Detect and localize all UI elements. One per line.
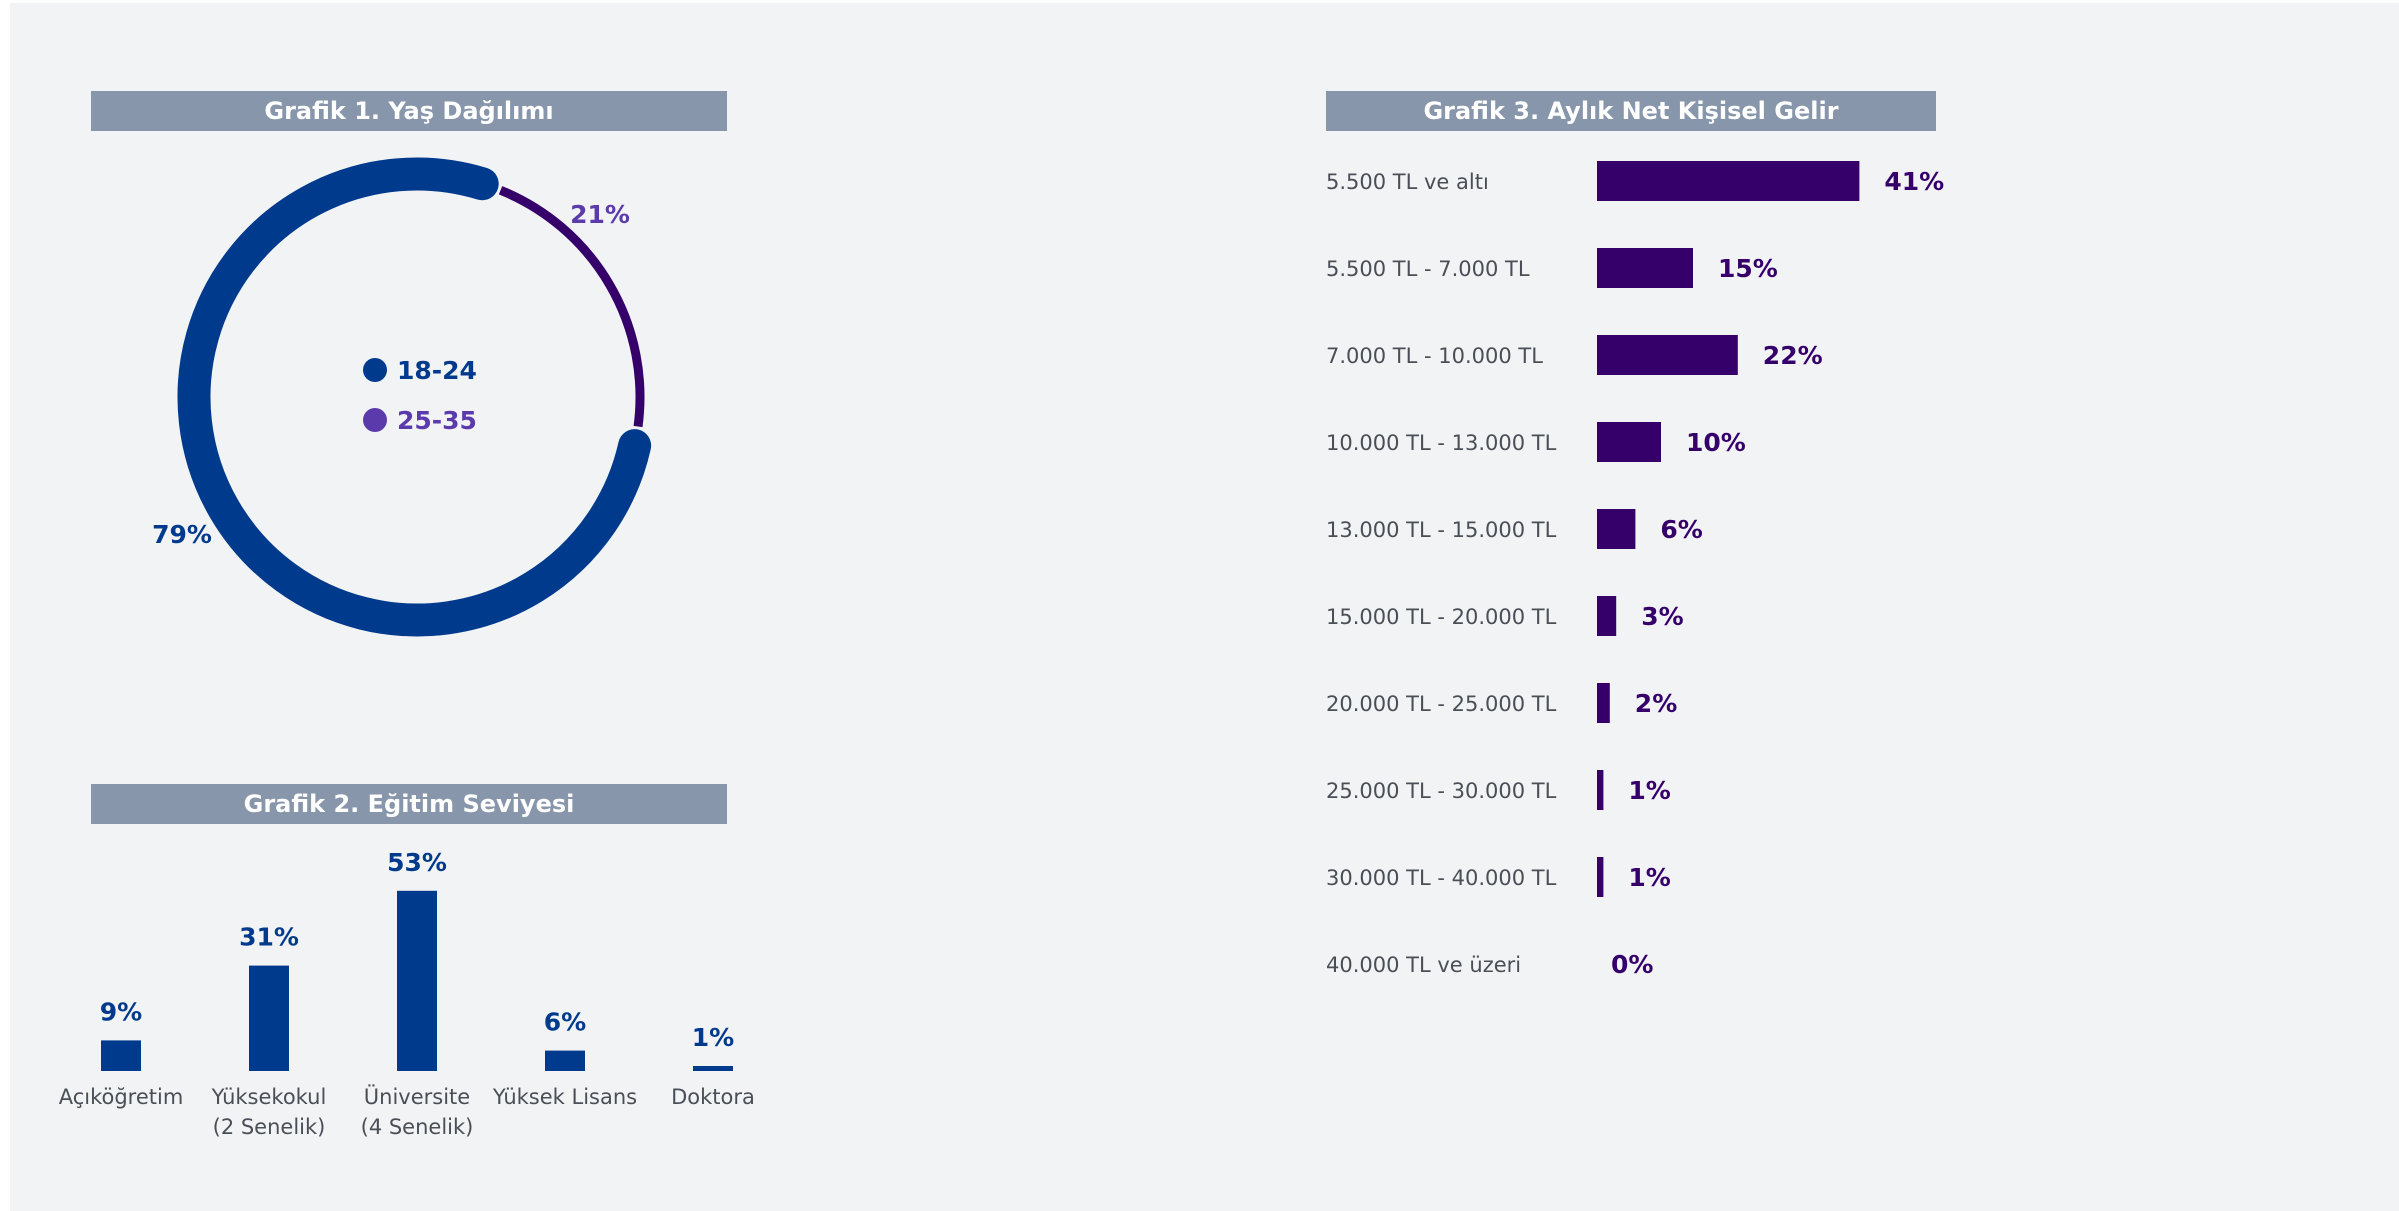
legend-label-18-24: 18-24 [397,356,477,385]
income-category-label-0: 5.500 TL ve altı [1326,170,1489,194]
edu-value-label-3: 6% [544,1008,586,1037]
income-bar-1 [1597,248,1693,288]
income-category-label-7: 25.000 TL - 30.000 TL [1326,779,1557,803]
income-value-label-3: 10% [1686,428,1746,457]
age-donut-chart: 21% 79% 18-24 25-35 [152,157,652,637]
edu-category-label-0: Açıköğretim [59,1085,184,1109]
income-bar-7 [1597,770,1604,810]
income-category-label-6: 20.000 TL - 25.000 TL [1326,692,1557,716]
edu-bar-1 [249,965,289,1071]
chart3-title: Grafik 3. Aylık Net Kişisel Gelir [1326,91,1936,131]
education-bar-chart: 9% Açıköğretim 31% Yüksekokul (2 Senelik) 53%… [59,848,755,1139]
edu-bar-2 [397,890,437,1071]
legend-label-25-35: 25-35 [397,406,477,435]
income-category-label-9: 40.000 TL ve üzeri [1326,953,1521,977]
income-bar-chart: 5.500 TL ve altı 41% 5.500 TL - 7.000 TL 15… [1326,161,1944,979]
legend-dot-25-35 [363,408,387,432]
income-bar-8 [1597,857,1604,897]
edu-category-label-3: Yüksek Lisans [492,1085,637,1109]
income-bar-4 [1597,509,1636,549]
income-value-label-7: 1% [1628,776,1670,805]
edu-category-label-2-line2: (4 Senelik) [361,1115,474,1139]
income-value-label-0: 41% [1884,167,1944,196]
edu-category-label-1: Yüksekokul [211,1085,327,1109]
donut-slice-18-24 [177,157,652,637]
income-value-label-8: 1% [1628,863,1670,892]
legend-dot-18-24 [363,358,387,382]
edu-bar-0 [101,1040,141,1071]
income-bar-5 [1597,596,1617,636]
income-category-label-5: 15.000 TL - 20.000 TL [1326,605,1557,629]
edu-category-label-1-line2: (2 Senelik) [213,1115,326,1139]
edu-value-label-4: 1% [692,1023,734,1052]
income-category-label-4: 13.000 TL - 15.000 TL [1326,518,1557,542]
edu-category-label-2: Üniversite [364,1084,470,1109]
edu-value-label-1: 31% [239,923,299,952]
income-bar-6 [1597,683,1610,723]
income-category-label-3: 10.000 TL - 13.000 TL [1326,431,1557,455]
income-value-label-6: 2% [1635,689,1677,718]
income-value-label-9: 0% [1611,950,1653,979]
donut-slice-25-35 [498,186,645,428]
donut-label-25-35: 21% [570,200,630,229]
chart1-title: Grafik 1. Yaş Dağılımı [91,91,727,131]
edu-bar-3 [545,1050,585,1071]
income-bar-0 [1597,161,1860,201]
edu-value-label-2: 53% [387,848,447,877]
edu-value-label-0: 9% [100,997,142,1026]
income-category-label-1: 5.500 TL - 7.000 TL [1326,257,1530,281]
income-category-label-2: 7.000 TL - 10.000 TL [1326,344,1543,368]
income-value-label-2: 22% [1763,341,1823,370]
edu-category-label-4: Doktora [671,1085,755,1109]
income-value-label-1: 15% [1718,254,1778,283]
dashboard-canvas: Grafik 1. Yaş Dağılımı Grafik 2. Eğitim … [10,3,2399,1211]
chart2-title: Grafik 2. Eğitim Seviyesi [91,784,727,824]
income-bar-3 [1597,422,1661,462]
income-value-label-5: 3% [1641,602,1683,631]
donut-label-18-24: 79% [152,520,212,549]
income-category-label-8: 30.000 TL - 40.000 TL [1326,866,1557,890]
income-bar-2 [1597,335,1738,375]
income-value-label-4: 6% [1660,515,1702,544]
edu-bar-4 [693,1066,733,1071]
